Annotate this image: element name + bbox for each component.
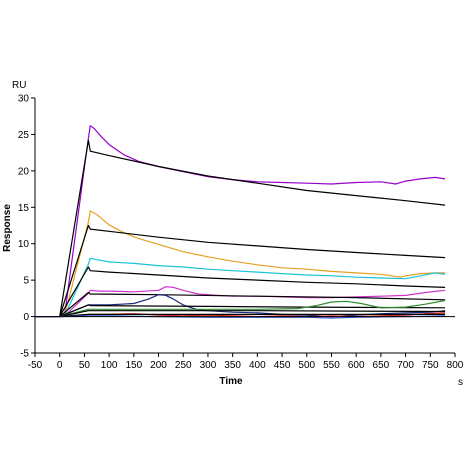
y-tick-label: 0 xyxy=(23,312,29,323)
x-tick-label: 700 xyxy=(397,360,414,371)
x-tick-label: 100 xyxy=(101,360,118,371)
y-tick-label: 10 xyxy=(18,239,30,250)
series-line-3 xyxy=(35,210,446,318)
y-tick-label: 5 xyxy=(23,276,29,287)
series-line-1 xyxy=(35,125,446,318)
y-tick-label: -5 xyxy=(20,349,29,360)
series-line-12 xyxy=(59,310,446,318)
series-line-7 xyxy=(35,286,446,318)
axes-layer: -50 0 50 100 150 200 250 300 350 400 450 500 550 600 6… xyxy=(18,94,464,372)
x-tick-label: 350 xyxy=(224,360,241,371)
x-tick-label: 250 xyxy=(175,360,192,371)
x-tick-label: 500 xyxy=(298,360,315,371)
x-tick-label: 650 xyxy=(373,360,390,371)
y-unit-label: RU xyxy=(12,80,26,91)
x-unit-label: s xyxy=(458,377,463,388)
series-line-14 xyxy=(59,313,446,318)
x-tick-label: 0 xyxy=(57,360,63,371)
x-tick-label: 600 xyxy=(348,360,365,371)
series-line-15 xyxy=(35,315,446,319)
x-tick-label: 300 xyxy=(200,360,217,371)
series-line-2 xyxy=(59,139,446,317)
series-line-4 xyxy=(59,224,446,317)
x-tick-label: 50 xyxy=(79,360,91,371)
y-tick-label: 15 xyxy=(18,203,30,214)
x-tick-label: 750 xyxy=(422,360,439,371)
y-tick-label: 25 xyxy=(18,130,30,141)
x-tick-label: 550 xyxy=(323,360,340,371)
x-axis-title: Time xyxy=(219,376,243,387)
x-tick-label: 450 xyxy=(274,360,291,371)
y-axis-title: Response xyxy=(2,204,13,252)
y-tick-label: 20 xyxy=(18,166,30,177)
y-tick-label: 30 xyxy=(18,94,30,105)
x-tick-label: 150 xyxy=(125,360,142,371)
x-tick-label: -50 xyxy=(28,360,43,371)
series-layer xyxy=(35,125,446,319)
series-line-6 xyxy=(59,266,446,317)
series-line-5 xyxy=(35,257,446,318)
x-tick-label: 400 xyxy=(249,360,266,371)
series-line-11 xyxy=(35,299,446,318)
x-tick-label: 800 xyxy=(447,360,464,371)
x-tick-label: 200 xyxy=(150,360,167,371)
series-line-10 xyxy=(59,304,446,318)
